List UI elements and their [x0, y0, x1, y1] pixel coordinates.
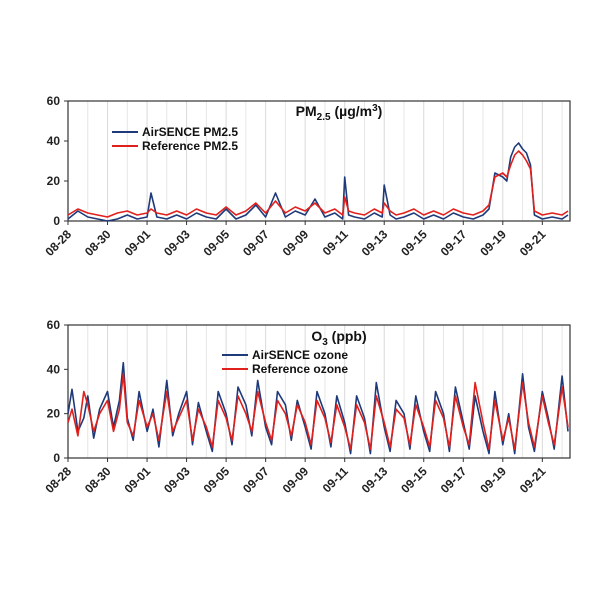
x-tick-label: 09-03 [161, 464, 193, 496]
y-tick-label: 60 [47, 318, 61, 332]
x-tick-label: 09-11 [320, 464, 351, 495]
x-tick-label: 09-07 [240, 227, 272, 259]
series-line-1 [67, 372, 569, 450]
x-tick-label: 09-09 [280, 227, 312, 259]
x-tick-label: 09-01 [122, 464, 154, 496]
plot-frame [67, 100, 571, 222]
series-line-1 [67, 150, 569, 218]
x-tick-label: 09-19 [477, 464, 509, 496]
x-tick-label: 08-28 [43, 227, 75, 259]
y-tick-label: 0 [53, 451, 60, 465]
x-tick-label: 09-11 [320, 227, 351, 258]
x-tick-label: 09-09 [280, 464, 312, 496]
x-tick-label: 09-21 [517, 464, 549, 496]
y-tick-label: 40 [47, 134, 61, 148]
y-tick-label: 20 [47, 407, 61, 421]
x-tick-label: 09-13 [359, 227, 391, 259]
chart-title: O3 (ppb) [311, 328, 366, 348]
chart-title: PM2.5 (µg/m3) [296, 103, 383, 123]
x-tick-label: 09-15 [398, 464, 430, 496]
legend-label: AirSENCE PM2.5 [142, 125, 238, 139]
y-tick-label: 40 [47, 362, 61, 376]
x-tick-label: 09-19 [477, 227, 509, 259]
x-tick-label: 09-17 [438, 464, 470, 496]
y-tick-label: 20 [47, 174, 61, 188]
x-tick-label: 08-28 [43, 464, 75, 496]
x-tick-label: 09-01 [122, 227, 154, 259]
x-tick-label: 09-05 [201, 464, 233, 496]
x-tick-label: 09-15 [398, 227, 430, 259]
x-tick-label: 09-07 [240, 464, 272, 496]
series-line-0 [67, 142, 569, 222]
x-tick-label: 09-03 [161, 227, 193, 259]
legend-label: AirSENCE ozone [252, 348, 348, 362]
x-tick-label: 08-30 [82, 464, 114, 496]
y-tick-label: 60 [47, 94, 61, 108]
series-line-0 [67, 361, 569, 455]
x-tick-label: 09-21 [517, 227, 549, 259]
x-tick-label: 08-30 [82, 227, 114, 259]
x-tick-label: 09-05 [201, 227, 233, 259]
x-tick-label: 09-13 [359, 464, 391, 496]
y-tick-label: 0 [53, 214, 60, 228]
legend-label: Reference PM2.5 [142, 139, 238, 153]
legend-label: Reference ozone [252, 362, 348, 376]
plot-frame [67, 324, 571, 459]
x-tick-label: 09-17 [438, 227, 470, 259]
